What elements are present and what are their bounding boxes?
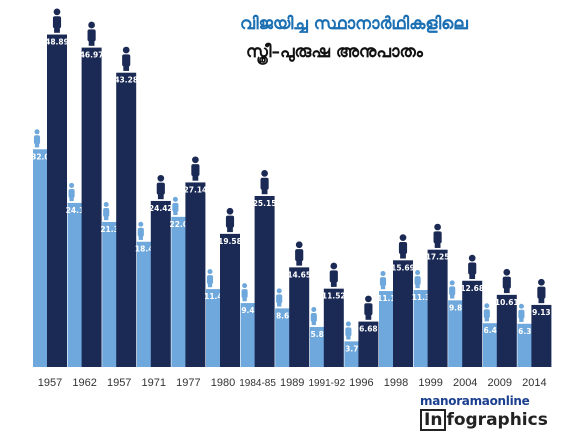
value-label-women-6: 9.40 <box>241 306 260 315</box>
person-men-icon-13 <box>502 268 511 294</box>
value-label-men-8: 11.52 <box>322 292 346 301</box>
value-label-men-7: 14.65 <box>287 270 311 279</box>
bar-men-10 <box>393 260 413 367</box>
person-men-icon-4 <box>191 156 200 181</box>
value-label-women-10: 11.17 <box>377 294 401 303</box>
x-tick-label-12: 2004 <box>453 377 477 389</box>
bar-men-14 <box>531 304 552 367</box>
person-men-icon-8 <box>329 262 338 287</box>
x-tick-label-4: 1977 <box>176 377 200 389</box>
value-label-women-8: 5.89 <box>311 330 330 339</box>
bar-men-13 <box>496 294 517 367</box>
bar-men-11 <box>427 249 448 367</box>
x-tick-label-10: 1998 <box>384 377 408 389</box>
value-label-women-1: 24.13 <box>66 206 90 215</box>
x-tick-label-11: 1999 <box>418 377 442 389</box>
x-tick-label-6: 1984-85 <box>239 378 276 389</box>
bar-men-9 <box>358 321 379 367</box>
person-men-icon-5 <box>225 207 235 233</box>
person-women-icon-3 <box>137 221 144 240</box>
x-tick-label-7: 1989 <box>280 377 304 389</box>
value-label-women-0: 32.02 <box>31 152 55 161</box>
x-tick-label-8: 1991-92 <box>308 378 345 389</box>
brand-box: In <box>420 409 447 431</box>
person-women-icon-1 <box>68 182 75 202</box>
person-women-icon-11 <box>414 270 421 289</box>
value-label-men-0: 48.89 <box>45 38 69 47</box>
person-men-icon-10 <box>398 234 408 259</box>
bar-men-4 <box>185 182 206 367</box>
value-label-women-5: 11.46 <box>204 292 228 301</box>
value-label-men-3: 24.42 <box>149 204 173 213</box>
chart-title-line2: സ്ത്രീ–പുരുഷ അനുപാതം <box>246 42 423 62</box>
person-women-icon-10 <box>379 271 387 290</box>
x-tick-label-13: 2009 <box>488 377 512 389</box>
x-tick-label-1: 1962 <box>72 377 96 389</box>
person-women-icon-5 <box>206 269 214 288</box>
person-men-icon-2 <box>122 46 131 71</box>
person-women-icon-4 <box>172 196 179 216</box>
x-tick-label-5: 1980 <box>211 377 235 389</box>
x-tick-label-9: 1996 <box>349 377 373 389</box>
brand-name: manoramaonline <box>420 394 530 408</box>
value-label-men-6: 25.15 <box>253 199 277 208</box>
bar-men-8 <box>323 288 344 367</box>
value-label-men-5: 19.58 <box>218 237 242 246</box>
person-men-icon-7 <box>295 241 304 266</box>
brand-logo: In fographics <box>420 409 548 431</box>
person-men-icon-12 <box>468 254 477 280</box>
person-men-icon-0 <box>52 8 62 33</box>
value-label-women-11: 11.32 <box>412 293 436 302</box>
person-men-icon-11 <box>433 223 442 248</box>
value-label-women-3: 18.42 <box>135 245 159 254</box>
bar-men-3 <box>150 200 171 367</box>
x-tick-label-3: 1971 <box>142 377 166 389</box>
bar-men-2 <box>116 72 137 368</box>
value-label-women-7: 8.62 <box>276 311 295 320</box>
value-label-men-10: 15.69 <box>391 263 415 272</box>
person-women-icon-6 <box>241 283 248 302</box>
bar-men-1 <box>81 47 102 367</box>
value-label-men-1: 46.97 <box>80 51 104 60</box>
value-label-men-9: 6.68 <box>359 325 378 334</box>
value-label-women-2: 21.33 <box>100 225 124 234</box>
value-label-men-14: 9.13 <box>532 308 551 317</box>
value-label-women-4: 22.08 <box>170 220 194 229</box>
value-label-men-12: 12.68 <box>460 284 484 293</box>
x-tick-label-2: 1957 <box>107 377 131 389</box>
person-women-icon-12 <box>449 280 456 299</box>
person-women-icon-8 <box>310 306 317 326</box>
value-label-men-2: 43.28 <box>114 76 138 85</box>
value-label-women-14: 6.36 <box>518 327 537 336</box>
value-label-women-9: 3.77 <box>345 344 364 353</box>
bar-men-7 <box>289 267 310 367</box>
person-women-icon-2 <box>103 201 110 221</box>
chart-title-line1: വിജയിച്ച സ്ഥാനാർഥികളിലെ <box>240 14 468 34</box>
person-women-icon-7 <box>276 288 283 307</box>
value-label-men-4: 27.14 <box>184 185 208 194</box>
value-label-men-13: 10.61 <box>495 298 519 307</box>
bar-men-0 <box>47 34 67 367</box>
person-men-icon-6 <box>260 169 269 195</box>
person-men-icon-9 <box>364 295 373 320</box>
x-tick-label-0: 1957 <box>38 377 62 389</box>
person-men-icon-1 <box>87 21 96 46</box>
person-men-icon-3 <box>156 174 165 200</box>
person-women-icon-0 <box>33 129 41 148</box>
bar-men-5 <box>220 233 240 367</box>
value-label-women-12: 9.80 <box>449 303 468 312</box>
brand-rest: fographics <box>446 410 548 430</box>
bar-men-12 <box>462 280 483 367</box>
person-women-icon-9 <box>345 321 352 340</box>
person-men-icon-14 <box>537 278 546 304</box>
person-women-icon-14 <box>518 303 525 322</box>
value-label-men-11: 17.25 <box>426 253 450 262</box>
person-women-icon-13 <box>483 303 490 322</box>
bar-men-6 <box>254 195 275 367</box>
value-label-women-13: 6.44 <box>484 326 503 335</box>
x-tick-label-14: 2014 <box>522 377 546 389</box>
